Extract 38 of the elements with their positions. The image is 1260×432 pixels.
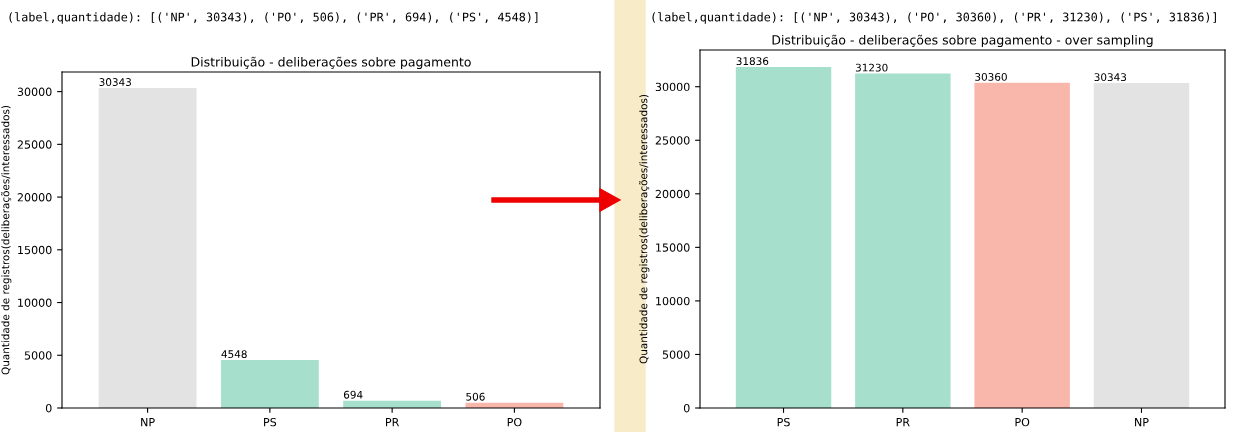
x-tick-label: PR [896,418,910,427]
y-tick-label: 25000 [17,140,52,149]
y-tick-label: 15000 [18,245,52,255]
data-label: 30360 [975,72,1007,81]
x-tick-label: PO [507,417,522,427]
x-tick-label: PO [1015,417,1030,427]
chart-title: Distribuição - deliberações sobre pagamento [191,56,471,70]
x-tick-label: PR [386,418,400,427]
y-axis-title: Quantidade de registros(deliberações/interessados) [639,94,650,364]
y-tick-label: 30000 [17,87,52,96]
y-tick-label: 5000 [662,350,690,359]
x-tick-label: NP [141,418,155,427]
y-tick-label: 25000 [655,136,690,145]
x-tick-label: NP [1135,418,1149,427]
data-label: 506 [466,392,485,401]
x-tick-label: PS [777,417,790,427]
y-tick-label: 10000 [656,296,690,306]
x-tick-label: PS [264,417,277,427]
y-tick-label: 20000 [655,189,690,199]
data-label: 31230 [855,63,888,72]
data-label: 30343 [99,78,131,86]
data-label: 31836 [736,57,769,66]
text: (label,quantidade): [('NP', 30343), ('PO', 506), ('PR', 694), ('PS', 4548)] [9,12,538,24]
y-tick-label: 30000 [655,82,690,92]
y-tick-label: 15000 [656,243,690,252]
y-axis-title: Quantidade de registros(deliberações/interessados) [1,105,12,375]
y-tick-label: 0 [683,403,690,413]
text: (label,quantidade): [('NP', 30343), ('PO', 30360), ('PR', 31230), ('PS', 31836)] [652,12,1216,24]
bar [220,360,319,408]
data-label: 694 [343,390,363,399]
chart-title: Distribuição - deliberações sobre pagamento - over sampling [772,34,1153,48]
y-tick-label: 5000 [24,351,52,360]
y-tick-label: 10000 [18,298,52,307]
y-tick-label: 20000 [17,193,52,202]
data-label: 4548 [221,350,247,359]
data-label: 30343 [1094,73,1127,82]
bar [98,88,197,408]
y-tick-label: 0 [45,403,52,413]
